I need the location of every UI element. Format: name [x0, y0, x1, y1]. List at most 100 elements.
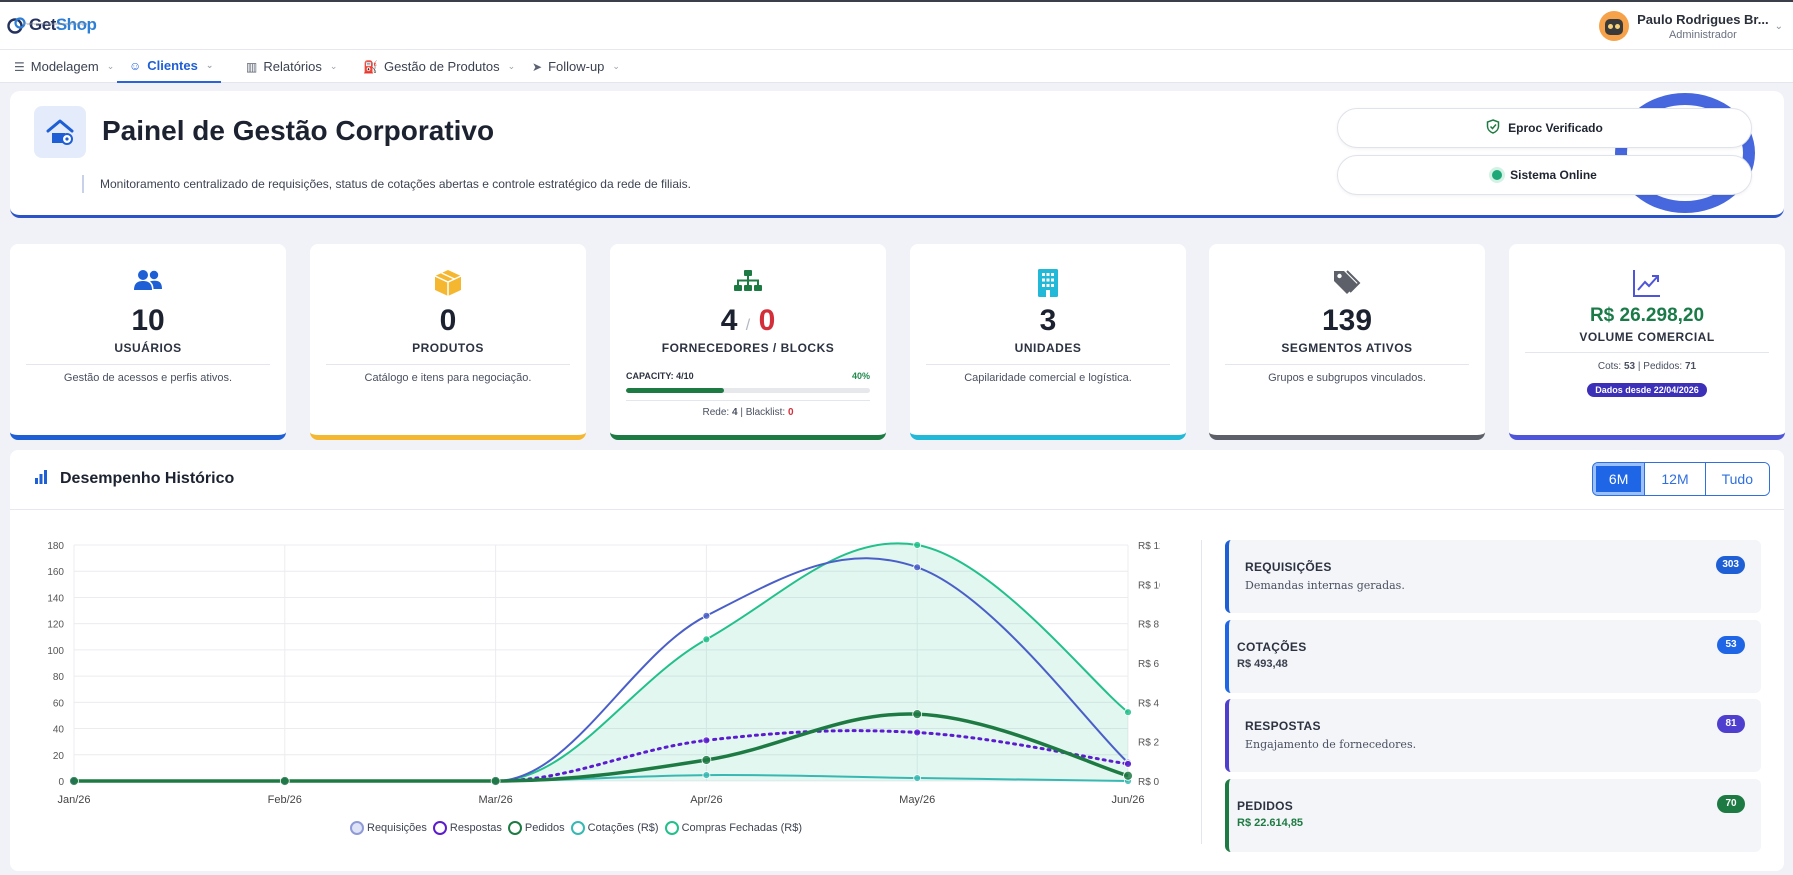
chevron-down-icon: ⌄: [507, 61, 516, 71]
page-header: Painel de Gestão Corporativo Monitoramen…: [10, 91, 1784, 218]
x-tick-label: May/26: [899, 794, 935, 806]
data-point-requisi-es: [913, 563, 922, 572]
rocket-icon: ➤: [532, 59, 543, 74]
data-point-pedidos: [490, 776, 501, 786]
y-right-tick-label: R$ 12.000: [1138, 541, 1160, 552]
performance-chart: 0 20 40 60 80 100 120 140 160 180 R$ 0 R$ 2.000 R$ 4…: [47, 541, 1160, 806]
legend-label: Respostas: [449, 822, 502, 834]
y-right-tick-label: R$ 4.000: [1138, 698, 1160, 709]
card-suppliers[interactable]: 4 / 0 FORNECEDORES / BLOCKS CAPACITY: 4/…: [610, 244, 886, 440]
y-right-tick-label: R$ 6.000: [1138, 659, 1160, 670]
summary-card-cotacoes[interactable]: COTAÇÕES 53 R$ 493,48: [1225, 620, 1761, 693]
segments-count: 139: [1321, 304, 1373, 337]
eproc-verified-label: Eproc Verificado: [1508, 121, 1603, 135]
user-menu[interactable]: Paulo Rodrigues Br... Administrador ⌄: [1599, 11, 1783, 41]
legend-swatch: [432, 821, 447, 835]
legend-item[interactable]: Compras Fechadas (R$): [664, 821, 803, 835]
card-users[interactable]: 10 USUÁRIOS Gestão de acessos e perfis a…: [10, 244, 286, 440]
legend-item[interactable]: Cotações (R$): [570, 821, 659, 835]
units-label: UNIDADES: [1014, 341, 1082, 355]
products-label: PRODUTOS: [412, 341, 484, 355]
data-point-pedidos: [912, 709, 923, 720]
suppliers-separator: /: [745, 317, 751, 334]
summary-card-respostas[interactable]: RESPOSTAS 81 Engajamento de fornecedores.: [1225, 699, 1761, 772]
suppliers-active-count: 4: [720, 304, 738, 337]
data-point-pedidos: [701, 755, 712, 765]
menu-item-gestao-produtos[interactable]: ⛽ Gestão de Produtos ⌄: [363, 50, 515, 83]
data-point-respostas: [913, 728, 922, 737]
menu-item-clientes[interactable]: ☺ Clientes ⌄: [117, 50, 221, 83]
menu-item-relatorios[interactable]: ▥ Relatórios ⌄: [246, 50, 337, 83]
data-since-badge: Dados desde 22/04/2026: [1587, 383, 1707, 397]
system-online-badge: Sistema Online: [1337, 155, 1752, 195]
y-left-tick-label: 20: [53, 751, 65, 762]
legend-item[interactable]: Pedidos: [507, 821, 565, 835]
menu-label: Relatórios: [263, 59, 322, 74]
bar-chart-icon: [34, 470, 48, 489]
range-6m-button[interactable]: 6M: [1592, 463, 1645, 495]
system-online-label: Sistema Online: [1510, 168, 1597, 182]
chevron-down-icon: ⌄: [205, 60, 214, 70]
x-tick-label: Jun/26: [1111, 794, 1144, 806]
suppliers-blocked-count: 0: [758, 304, 776, 337]
y-left-tick-label: 40: [53, 725, 65, 736]
summary-card-value: R$ 493,48: [1237, 658, 1288, 670]
menu-label: Modelagem: [30, 59, 99, 74]
shield-check-icon: [1486, 119, 1500, 137]
range-all-button[interactable]: Tudo: [1704, 463, 1769, 495]
tags-icon: [1209, 268, 1485, 298]
legend-label: Compras Fechadas (R$): [681, 822, 803, 834]
range-12m-button[interactable]: 12M: [1644, 463, 1705, 495]
summary-card-pedidos[interactable]: PEDIDOS 70 R$ 22.614,85: [1225, 779, 1761, 852]
legend-label: Pedidos: [524, 822, 565, 834]
segments-label: SEGMENTOS ATIVOS: [1281, 341, 1413, 355]
menu-item-modelagem[interactable]: ☰ Modelagem ⌄: [14, 50, 114, 83]
legend-swatch: [350, 821, 364, 835]
x-tick-label: Mar/26: [478, 794, 512, 806]
y-right-tick-label: R$ 8.000: [1138, 620, 1160, 631]
users-label: USUÁRIOS: [114, 341, 182, 355]
avatar: [1599, 11, 1630, 41]
products-desc: Catálogo e itens para negociação.: [364, 372, 532, 384]
eproc-verified-badge: Eproc Verificado: [1337, 108, 1752, 148]
menu-label: Follow-up: [548, 59, 605, 74]
y-left-tick-label: 60: [53, 698, 65, 709]
legend-item[interactable]: Respostas: [432, 821, 502, 835]
bar-chart-icon: ▥: [246, 59, 258, 74]
data-point-compras-fechadas-r: [702, 635, 711, 644]
summary-card-requisicoes[interactable]: REQUISIÇÕES 303 Demandas internas geradas.: [1225, 540, 1761, 613]
card-volume[interactable]: R$ 26.298,20 VOLUME COMERCIAL Cots: 53 |…: [1509, 244, 1785, 440]
data-point-pedidos: [279, 776, 290, 786]
legend-swatch: [664, 821, 679, 835]
card-segments[interactable]: 139 SEGMENTOS ATIVOS Grupos e subgrupos …: [1209, 244, 1485, 440]
summary-card-count: 70: [1717, 795, 1745, 813]
capacity-label: CAPACITY: 4/10: [626, 371, 694, 381]
data-point-respostas: [1124, 760, 1132, 768]
summary-card-value: R$ 22.614,85: [1237, 817, 1304, 829]
x-tick-label: Feb/26: [268, 794, 302, 806]
page-subtitle: Monitoramento centralizado de requisiçõe…: [82, 175, 691, 193]
performance-panel: Desempenho Histórico 6M 12M Tudo 0 20 40 60…: [10, 450, 1784, 871]
menu-item-follow-up[interactable]: ➤ Follow-up ⌄: [532, 50, 620, 83]
card-units[interactable]: 3 UNIDADES Capilaridade comercial e logí…: [910, 244, 1186, 440]
trend-up-icon: [1509, 268, 1785, 298]
user-name: Paulo Rodrigues Br...: [1637, 11, 1769, 27]
summary-card-title: PEDIDOS: [1237, 799, 1294, 813]
y-left-tick-label: 100: [47, 646, 64, 657]
legend-label: Requisições: [367, 822, 427, 834]
chevron-down-icon: ⌄: [106, 61, 115, 71]
network-summary: Rede: 4 | Blacklist: 0: [702, 407, 794, 418]
legend-item[interactable]: Requisições: [350, 821, 427, 835]
logo[interactable]: GetShop: [6, 14, 97, 36]
volume-meta: Cots: 53 | Pedidos: 71: [1597, 361, 1697, 372]
panel-title: Desempenho Histórico: [60, 470, 235, 487]
data-point-pedidos: [1123, 770, 1133, 781]
car-icon: ⛽: [363, 59, 378, 74]
card-products[interactable]: 0 PRODUTOS Catálogo e itens para negocia…: [310, 244, 586, 440]
users-count: 10: [131, 304, 165, 337]
data-point-cota-es-r: [702, 771, 711, 780]
summary-card-count: 303: [1716, 556, 1745, 574]
units-desc: Capilaridade comercial e logística.: [964, 372, 1132, 384]
building-icon: [910, 268, 1186, 298]
x-tick-label: Jan/26: [57, 794, 90, 806]
